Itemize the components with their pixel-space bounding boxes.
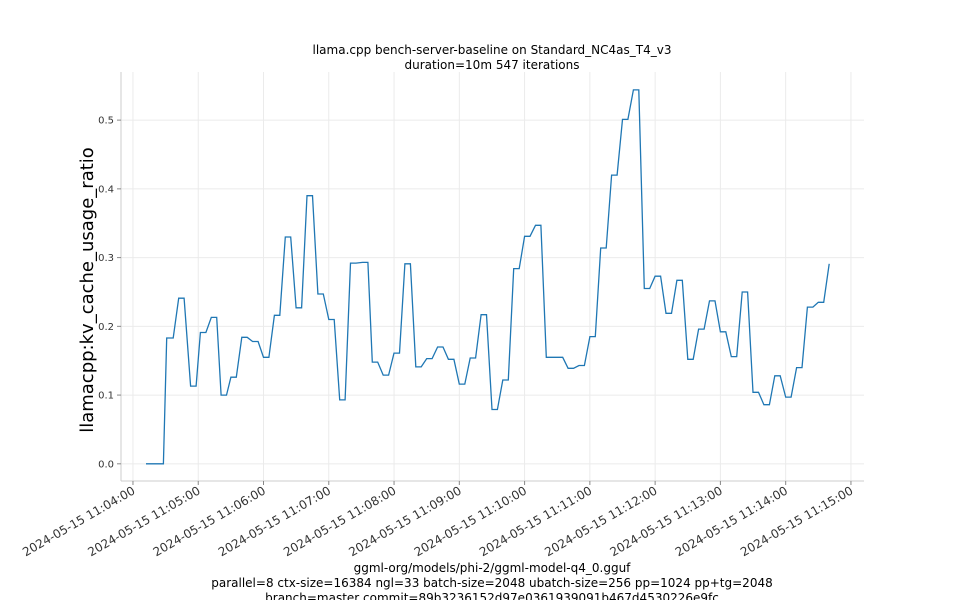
y-tick-label: 0.5: [98, 116, 114, 127]
y-axis-label: llamacpp:kv_cache_usage_ratio: [77, 147, 98, 433]
x-tick-label: 2024-05-15 11:09:00: [346, 483, 463, 559]
chart-title: llama.cpp bench-server-baseline on Stand…: [313, 43, 672, 57]
x-tick-label: 2024-05-15 11:11:00: [477, 483, 594, 559]
chart-subtitle: duration=10m 547 iterations: [405, 58, 580, 72]
x-tick-label: 2024-05-15 11:10:00: [412, 483, 529, 559]
y-tick-label: 0.1: [98, 391, 114, 402]
x-tick-label: 2024-05-15 11:15:00: [738, 483, 855, 559]
x-tick-label: 2024-05-15 11:08:00: [281, 483, 398, 559]
x-tick-label: 2024-05-15 11:13:00: [608, 483, 725, 559]
y-tick-label: 0.3: [98, 253, 114, 264]
x-axis-label-line-3: branch=master commit=89b3236152d97e03619…: [265, 591, 719, 600]
x-tick-label: 2024-05-15 11:06:00: [151, 483, 268, 559]
x-tick-label: 2024-05-15 11:14:00: [673, 483, 790, 559]
y-tick-label: 0.4: [98, 184, 114, 195]
x-tick-label: 2024-05-15 11:05:00: [85, 483, 202, 559]
y-tick-label: 0.2: [98, 322, 114, 333]
x-axis-label-line-2: parallel=8 ctx-size=16384 ngl=33 batch-s…: [211, 576, 772, 590]
x-axis-label-line-1: ggml-org/models/phi-2/ggml-model-q4_0.gg…: [354, 561, 632, 575]
grid-lines: [121, 72, 864, 481]
x-tick-label: 2024-05-15 11:12:00: [542, 483, 659, 559]
y-tick-labels: 0.0 0.1 0.2 0.3 0.4 0.5: [98, 116, 121, 470]
series-group: [146, 89, 830, 465]
x-tick-label: 2024-05-15 11:04:00: [20, 483, 137, 559]
axes: [120, 72, 864, 482]
y-tick-label: 0.0: [98, 459, 114, 470]
series-line-0: [146, 89, 830, 465]
x-tick-label: 2024-05-15 11:07:00: [216, 483, 333, 559]
